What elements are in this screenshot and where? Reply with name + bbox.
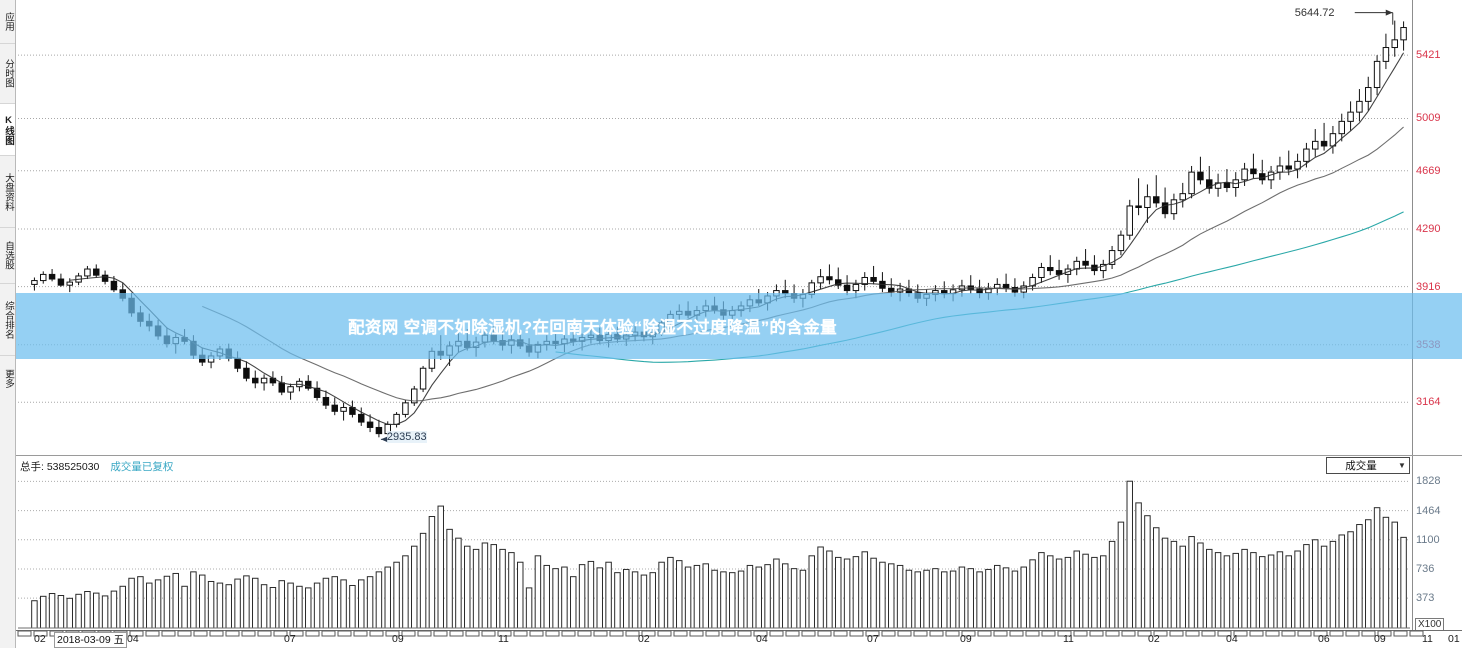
price-axis-label: 4669 xyxy=(1416,164,1441,177)
date-axis-tick: 07 xyxy=(284,633,296,645)
volume-indicator-label: 成交量 xyxy=(1345,460,1377,472)
low-price-annotation: 2935.83 xyxy=(386,431,427,444)
price-axis-label: 5421 xyxy=(1416,49,1441,62)
volume-indicator-select[interactable]: 成交量 ▼ xyxy=(1326,457,1410,474)
date-axis-ticks xyxy=(17,630,1424,637)
date-axis-tick: 02 xyxy=(1148,633,1160,645)
date-axis-tick: 04 xyxy=(127,633,139,645)
date-axis-tick: 09 xyxy=(1374,633,1386,645)
volume-axis-label: 1828 xyxy=(1416,475,1441,488)
date-axis-tick: 04 xyxy=(756,633,768,645)
date-axis-tick: 02 xyxy=(34,633,46,645)
date-axis-tick: 09 xyxy=(392,633,404,645)
price-axis-label: 4290 xyxy=(1416,223,1441,236)
promo-banner-text: 配资网 空调不如除湿机?在回南天体验“除湿不过度降温”的含金量 xyxy=(348,319,838,337)
left-sidebar: 应用分时图 K线图大盘资料自选股综合排名更多 xyxy=(0,0,16,648)
total-volume-label: 总手: xyxy=(20,461,44,473)
total-volume-value: 538525030 xyxy=(46,461,100,473)
date-axis-tick: 07 xyxy=(867,633,879,645)
sidebar-item-watchlist[interactable]: 自选股 xyxy=(0,228,15,284)
volume-axis-label: 736 xyxy=(1416,562,1435,575)
date-axis-tick: 09 xyxy=(960,633,972,645)
date-axis-tick: 11 xyxy=(1422,633,1433,645)
chevron-down-icon: ▼ xyxy=(1398,461,1406,470)
volume-chart-panel[interactable]: 总手: 538525030 成交量已复权 成交量 ▼ 1828 1464 1100 7… xyxy=(16,455,1462,630)
volume-header: 总手: 538525030 成交量已复权 xyxy=(20,459,173,474)
volume-adjust-note: 成交量已复权 xyxy=(110,461,174,473)
volume-axis-label: 1100 xyxy=(1416,533,1440,546)
price-axis-label: 3164 xyxy=(1416,396,1441,409)
chart-container: 5421500946694290391635383164 5644.72 293… xyxy=(16,0,1462,648)
date-axis-tick: 04 xyxy=(1226,633,1238,645)
sidebar-item-label: K线图 xyxy=(3,114,14,145)
date-axis-tick: 11 xyxy=(498,633,509,645)
price-axis-label: 5009 xyxy=(1416,112,1441,125)
sidebar-item-ranking[interactable]: 综合排名 xyxy=(0,284,15,356)
sidebar-item-label: 大盘资料 xyxy=(3,172,14,211)
sidebar-item-market-data[interactable]: 大盘资料 xyxy=(0,156,15,228)
sidebar-item-label: 综合排名 xyxy=(3,300,14,339)
sidebar-item-label: 自选股 xyxy=(3,241,14,270)
candlestick-canvas xyxy=(18,9,1410,443)
high-price-annotation: 5644.72 xyxy=(1294,6,1335,19)
date-axis-tick: 06 xyxy=(1318,633,1330,645)
sidebar-item-label: 分时图 xyxy=(3,59,14,88)
sidebar-item-intraday[interactable]: 分时图 xyxy=(0,44,15,104)
volume-bars-canvas xyxy=(18,480,1410,629)
date-cursor-label: 2018-03-09 五 xyxy=(54,632,128,648)
date-axis[interactable]: 02 04 07 09 11 02 04 07 09 11 02 04 06 09 11 01 2018-03-… xyxy=(16,630,1462,648)
sidebar-item-kline[interactable]: K线图 xyxy=(0,104,15,156)
date-axis-tick: 01 xyxy=(1448,633,1460,645)
date-axis-tick: 11 xyxy=(1063,633,1074,645)
price-chart-panel[interactable]: 5421500946694290391635383164 5644.72 293… xyxy=(16,0,1462,455)
volume-axis-line xyxy=(1412,456,1413,630)
volume-axis-label: 1464 xyxy=(1416,504,1441,517)
sidebar-item-more[interactable]: 更多 xyxy=(0,356,15,400)
price-axis-line xyxy=(1412,0,1413,455)
sidebar-item-label: 应用 xyxy=(3,12,14,31)
sidebar-item-label: 更多 xyxy=(3,368,14,388)
date-axis-tick: 02 xyxy=(638,633,650,645)
sidebar-item-app[interactable]: 应用 xyxy=(0,0,15,44)
volume-axis-label: 373 xyxy=(1416,592,1435,605)
price-axis-label: 3916 xyxy=(1416,280,1441,293)
promo-banner-overlay[interactable]: 配资网 空调不如除湿机?在回南天体验“除湿不过度降温”的含金量 xyxy=(0,293,1462,359)
